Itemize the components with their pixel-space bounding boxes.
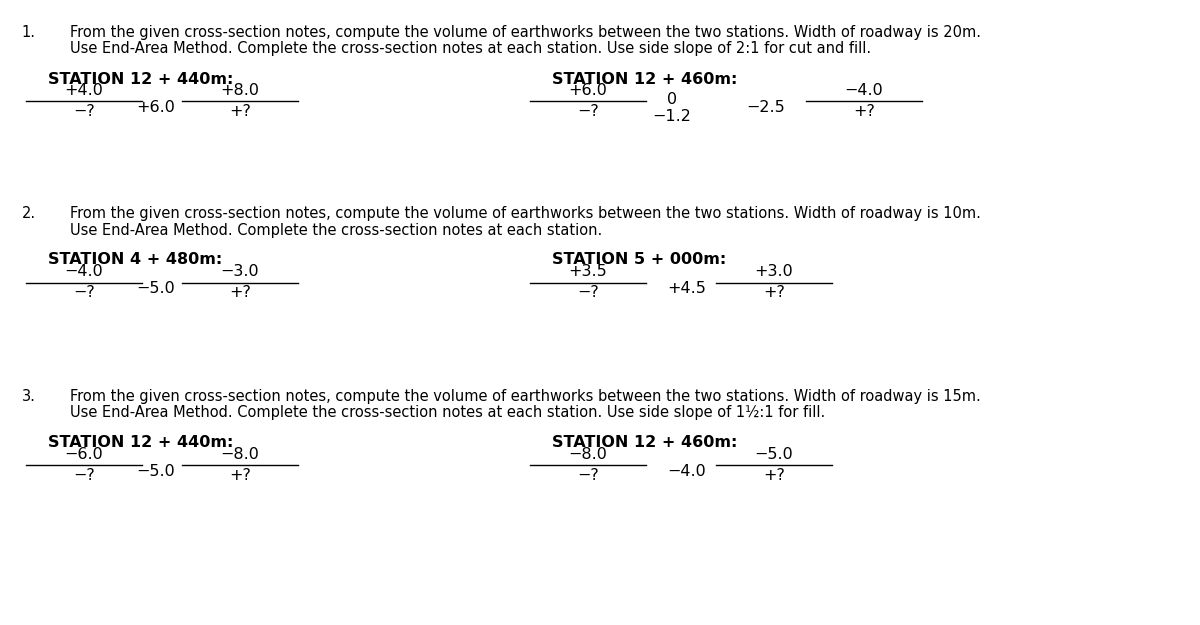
Text: Use End-Area Method. Complete the cross-section notes at each station. Use side : Use End-Area Method. Complete the cross-…	[70, 41, 871, 56]
Text: STATION 12 + 440m:: STATION 12 + 440m:	[48, 435, 233, 450]
Text: +6.0: +6.0	[569, 83, 607, 98]
Text: −4.0: −4.0	[845, 83, 883, 98]
Text: −?: −?	[73, 285, 95, 300]
Text: −6.0: −6.0	[65, 447, 103, 462]
Text: −5.0: −5.0	[137, 281, 175, 296]
Text: +3.5: +3.5	[569, 264, 607, 279]
Text: −4.0: −4.0	[667, 464, 706, 479]
Text: +?: +?	[229, 104, 251, 119]
Text: Use End-Area Method. Complete the cross-section notes at each station.: Use End-Area Method. Complete the cross-…	[70, 222, 602, 238]
Text: −8.0: −8.0	[569, 447, 607, 462]
Text: −?: −?	[577, 285, 599, 300]
Text: STATION 5 + 000m:: STATION 5 + 000m:	[552, 253, 726, 268]
Text: From the given cross-section notes, compute the volume of earthworks between the: From the given cross-section notes, comp…	[70, 25, 980, 40]
Text: +8.0: +8.0	[221, 83, 259, 98]
Text: +6.0: +6.0	[137, 100, 175, 115]
Text: −?: −?	[73, 104, 95, 119]
Text: From the given cross-section notes, compute the volume of earthworks between the: From the given cross-section notes, comp…	[70, 206, 980, 221]
Text: 1.: 1.	[22, 25, 36, 40]
Text: +?: +?	[763, 285, 785, 300]
Text: +?: +?	[853, 104, 875, 119]
Text: STATION 12 + 460m:: STATION 12 + 460m:	[552, 435, 737, 450]
Text: −4.0: −4.0	[65, 264, 103, 279]
Text: −?: −?	[577, 104, 599, 119]
Text: −?: −?	[577, 468, 599, 482]
Text: −1.2: −1.2	[653, 109, 691, 124]
Text: −3.0: −3.0	[221, 264, 259, 279]
Text: +4.0: +4.0	[65, 83, 103, 98]
Text: 0: 0	[667, 92, 677, 108]
Text: −2.5: −2.5	[746, 100, 785, 115]
Text: STATION 4 + 480m:: STATION 4 + 480m:	[48, 253, 222, 268]
Text: STATION 12 + 440m:: STATION 12 + 440m:	[48, 72, 233, 87]
Text: +4.5: +4.5	[667, 281, 706, 296]
Text: −?: −?	[73, 468, 95, 482]
Text: 3.: 3.	[22, 389, 36, 404]
Text: −8.0: −8.0	[221, 447, 259, 462]
Text: +?: +?	[763, 468, 785, 482]
Text: +?: +?	[229, 285, 251, 300]
Text: From the given cross-section notes, compute the volume of earthworks between the: From the given cross-section notes, comp…	[70, 389, 980, 404]
Text: +3.0: +3.0	[755, 264, 793, 279]
Text: 2.: 2.	[22, 206, 36, 221]
Text: STATION 12 + 460m:: STATION 12 + 460m:	[552, 72, 737, 87]
Text: −5.0: −5.0	[755, 447, 793, 462]
Text: Use End-Area Method. Complete the cross-section notes at each station. Use side : Use End-Area Method. Complete the cross-…	[70, 405, 824, 420]
Text: +?: +?	[229, 468, 251, 482]
Text: −5.0: −5.0	[137, 464, 175, 479]
